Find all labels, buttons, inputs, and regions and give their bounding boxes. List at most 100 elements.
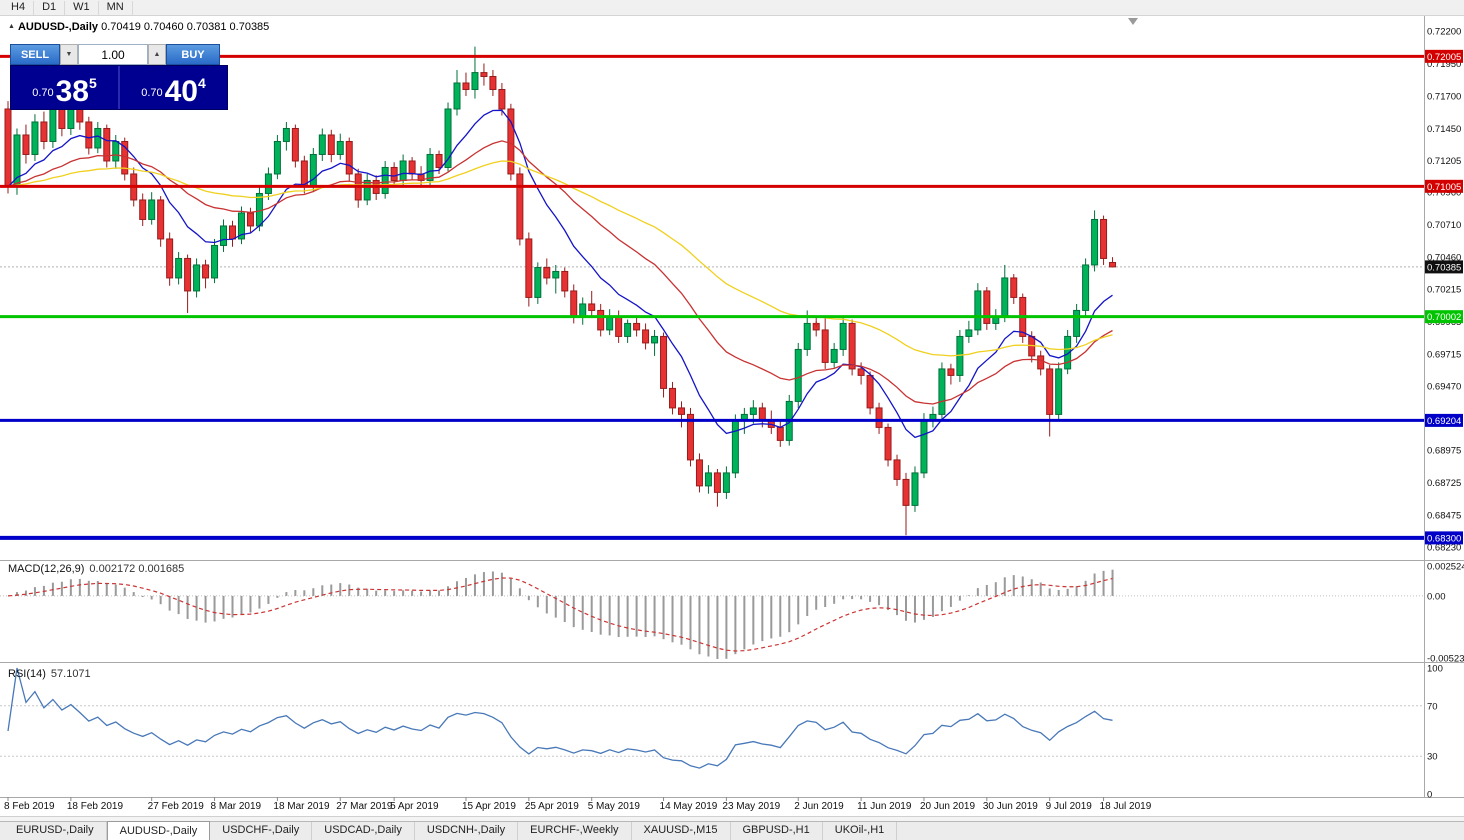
- chart-ohlc-header: ▲ AUDUSD-,Daily 0.70419 0.70460 0.70381 0…: [8, 21, 269, 33]
- trade-controls-row: SELL ▼ ▲ BUY: [10, 44, 228, 65]
- timeframe-toolbar: H4 D1 W1 MN: [0, 0, 1464, 16]
- svg-text:18 Feb 2019: 18 Feb 2019: [67, 801, 124, 812]
- chart-tab[interactable]: EURCHF-,Weekly: [518, 822, 632, 840]
- macd-indicator-header: MACD(12,26,9) 0.002172 0.001685: [8, 563, 184, 575]
- svg-text:15 Apr 2019: 15 Apr 2019: [462, 801, 516, 812]
- buy-price-display[interactable]: 0.70 40 4: [120, 66, 227, 109]
- sell-price-big: 38: [55, 75, 89, 108]
- ma-line-55: [7, 160, 1113, 357]
- chart-tab[interactable]: GBPUSD-,H1: [731, 822, 823, 840]
- svg-text:18 Jul 2019: 18 Jul 2019: [1100, 801, 1152, 812]
- svg-text:8 Mar 2019: 8 Mar 2019: [211, 801, 262, 812]
- one-click-trading-panel: SELL ▼ ▲ BUY 0.70 38 5 0.70 40 4: [10, 44, 228, 110]
- chart-tab[interactable]: EURUSD-,Daily: [4, 822, 107, 840]
- svg-text:0.70385: 0.70385: [1427, 262, 1461, 273]
- timeframe-button-mn[interactable]: MN: [98, 0, 133, 15]
- svg-text:27 Mar 2019: 27 Mar 2019: [336, 801, 393, 812]
- svg-text:0.71005: 0.71005: [1427, 182, 1461, 193]
- sell-button[interactable]: SELL: [10, 44, 60, 65]
- svg-text:18 Mar 2019: 18 Mar 2019: [273, 801, 330, 812]
- svg-text:70: 70: [1427, 701, 1438, 712]
- svg-text:0.71700: 0.71700: [1427, 91, 1461, 102]
- timeframe-button-h4[interactable]: H4: [3, 0, 35, 15]
- svg-text:0.70460: 0.70460: [1427, 253, 1461, 264]
- price-axis[interactable]: 0.72200 0.71950 0.71700 0.71450 0.71205 0.709…: [1427, 27, 1461, 554]
- svg-text:30: 30: [1427, 752, 1438, 763]
- chart-tab[interactable]: AUDUSD-,Daily: [106, 821, 211, 840]
- buy-button[interactable]: BUY: [166, 44, 220, 65]
- svg-text:14 May 2019: 14 May 2019: [660, 801, 718, 812]
- svg-text:0.72200: 0.72200: [1427, 27, 1461, 38]
- support-resistance-lines[interactable]: [0, 54, 1424, 540]
- volume-increment-button[interactable]: ▲: [148, 44, 166, 65]
- svg-text:0: 0: [1427, 790, 1432, 801]
- svg-text:27 Feb 2019: 27 Feb 2019: [148, 801, 205, 812]
- timeframe-button-w1[interactable]: W1: [65, 0, 99, 15]
- time-axis[interactable]: 8 Feb 2019 18 Feb 2019 27 Feb 2019 8 Mar 20…: [4, 797, 1152, 812]
- rsi-line: [7, 667, 1113, 769]
- svg-text:30 Jun 2019: 30 Jun 2019: [983, 801, 1038, 812]
- sell-price-base: 0.70: [32, 87, 54, 99]
- rsi-value: 57.1071: [50, 668, 91, 680]
- rsi-indicator-header: RSI(14) 57.1071: [8, 668, 91, 680]
- moving-average-lines: [7, 109, 1113, 439]
- svg-text:25 Apr 2019: 25 Apr 2019: [525, 801, 579, 812]
- svg-text:0.70710: 0.70710: [1427, 220, 1461, 231]
- svg-text:5 May 2019: 5 May 2019: [588, 801, 641, 812]
- svg-text:11 Jun 2019: 11 Jun 2019: [857, 801, 912, 812]
- macd-panel: 0.002524 0.00 -0.005234: [0, 561, 1464, 665]
- price-divider: [118, 66, 120, 109]
- sell-price-sup: 5: [89, 75, 97, 91]
- chart-tab[interactable]: UKOil-,H1: [823, 822, 898, 840]
- svg-text:2 Jun 2019: 2 Jun 2019: [794, 801, 844, 812]
- ma-line-10: [7, 109, 1113, 439]
- volume-decrement-button[interactable]: ▼: [60, 44, 78, 65]
- svg-text:0.70002: 0.70002: [1427, 312, 1461, 323]
- svg-text:0.71450: 0.71450: [1427, 124, 1461, 135]
- chart-tab[interactable]: XAUUSD-,M15: [632, 822, 731, 840]
- svg-text:0.69204: 0.69204: [1427, 416, 1461, 427]
- chart-tab[interactable]: USDCAD-,Daily: [312, 822, 415, 840]
- symbol-marker-icon: ▲: [8, 23, 15, 30]
- macd-values: 0.002172 0.001685: [89, 563, 185, 575]
- svg-text:0.68230: 0.68230: [1427, 542, 1461, 553]
- buy-price-big: 40: [164, 75, 198, 108]
- svg-text:0.68300: 0.68300: [1427, 533, 1461, 544]
- buy-price-base: 0.70: [141, 87, 163, 99]
- chart-tab[interactable]: USDCNH-,Daily: [415, 822, 519, 840]
- rsi-panel: 100 70 30 0: [0, 664, 1443, 801]
- timeframe-button-d1[interactable]: D1: [34, 0, 66, 15]
- macd-label: MACD(12,26,9): [8, 563, 85, 575]
- svg-text:9 Jul 2019: 9 Jul 2019: [1046, 801, 1093, 812]
- svg-text:0.71205: 0.71205: [1427, 156, 1461, 167]
- svg-text:0.00: 0.00: [1427, 591, 1446, 602]
- trade-prices-row: 0.70 38 5 0.70 40 4: [10, 65, 228, 110]
- svg-text:8 Feb 2019: 8 Feb 2019: [4, 801, 55, 812]
- svg-text:0.68975: 0.68975: [1427, 446, 1461, 457]
- chart-shift-icon: [1128, 18, 1138, 25]
- chart-tabs-bar: EURUSD-,Daily AUDUSD-,Daily USDCHF-,Daily U…: [0, 821, 1464, 840]
- buy-price-sup: 4: [198, 75, 206, 91]
- volume-input[interactable]: [78, 44, 148, 65]
- chart-symbol-label: AUDUSD-,Daily: [17, 21, 99, 33]
- macd-signal-line: [7, 577, 1113, 652]
- svg-text:0.72005: 0.72005: [1427, 52, 1461, 63]
- panel-separators: [0, 16, 1464, 798]
- svg-text:0.70215: 0.70215: [1427, 284, 1461, 295]
- horizontal-scrollbar[interactable]: [0, 816, 1464, 821]
- svg-text:0.68725: 0.68725: [1427, 478, 1461, 489]
- chart-tab[interactable]: USDCHF-,Daily: [210, 822, 313, 840]
- svg-text:0.68475: 0.68475: [1427, 511, 1461, 522]
- ma-line-26: [7, 140, 1113, 405]
- svg-text:5 Apr 2019: 5 Apr 2019: [390, 801, 439, 812]
- sell-price-display[interactable]: 0.70 38 5: [11, 66, 118, 109]
- chart-canvas[interactable]: +0.0025240.00-0.005234100703000.722000.7…: [0, 16, 1464, 816]
- svg-text:0.70960: 0.70960: [1427, 188, 1461, 199]
- rsi-label: RSI(14): [8, 668, 46, 680]
- svg-text:+: +: [813, 318, 820, 332]
- svg-text:23 May 2019: 23 May 2019: [722, 801, 780, 812]
- svg-text:0.69470: 0.69470: [1427, 381, 1461, 392]
- svg-text:0.69715: 0.69715: [1427, 349, 1461, 360]
- svg-text:0.002524: 0.002524: [1427, 561, 1464, 572]
